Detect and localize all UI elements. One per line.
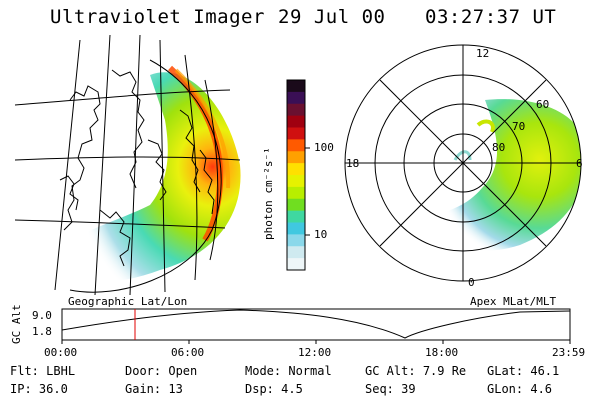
- time-label: 03:27:37 UT: [425, 6, 557, 28]
- status-door: Door: Open: [125, 364, 198, 378]
- status-gain: Gain: 13: [125, 382, 183, 396]
- geographic-caption: Geographic Lat/Lon: [68, 295, 188, 308]
- geographic-map: [14, 35, 241, 295]
- mlt-label-0: 0: [468, 276, 475, 289]
- colorbar-segment: [287, 186, 305, 200]
- mlt-label-12: 12: [476, 47, 490, 60]
- status-glat: GLat: 46.1: [487, 364, 560, 378]
- alt-ytick-1: 1.8: [32, 325, 52, 338]
- alt-ylabel: GC Alt: [10, 304, 23, 344]
- mlat-label-70: 70: [512, 120, 526, 133]
- colorbar-segment: [287, 234, 305, 247]
- status-dsp: Dsp: 4.5: [245, 382, 303, 396]
- alt-ytick-9: 9.0: [32, 309, 52, 322]
- colorbar-segment: [287, 222, 305, 235]
- colorbar-segment: [287, 115, 305, 128]
- date-label: 29 Jul 00: [278, 6, 386, 28]
- colorbar-segment: [287, 151, 305, 164]
- colorbar-segment: [287, 210, 305, 223]
- status-ip: IP: 36.0: [10, 382, 68, 396]
- colorbar-unit-label: photon cm⁻²s⁻¹: [262, 147, 275, 240]
- polar-plot: [344, 44, 582, 282]
- colorbar-segment: [287, 198, 305, 212]
- status-mode: Mode: Normal: [245, 364, 332, 378]
- colorbar-segment: [287, 127, 305, 140]
- colorbar-segment: [287, 91, 305, 105]
- instrument-title: Ultraviolet Imager: [50, 6, 265, 28]
- alt-xtick-1200: 12:00: [298, 346, 332, 359]
- colorbar-segment: [287, 80, 305, 93]
- colorbar-segment: [287, 163, 305, 176]
- mlt-label-6: 6: [576, 157, 583, 170]
- status-seq: Seq: 39: [365, 382, 416, 396]
- colorbar-tick-10: 10: [314, 228, 328, 241]
- colorbar-tick-100: 100: [314, 141, 334, 154]
- status-gc-alt: GC Alt: 7.9 Re: [365, 364, 467, 378]
- colorbar-segment: [287, 175, 305, 188]
- colorbar-segment: [287, 103, 305, 117]
- mlat-label-80: 80: [492, 141, 506, 154]
- alt-xtick-2359: 23:59: [552, 346, 586, 359]
- colorbar-segment: [287, 246, 305, 259]
- alt-xtick-0000: 00:00: [44, 346, 78, 359]
- alt-xtick-0600: 06:00: [171, 346, 205, 359]
- status-flt: Flt: LBHL: [10, 364, 76, 378]
- colorbar-segment: [287, 139, 305, 152]
- status-glon: GLon: 4.6: [487, 382, 553, 396]
- colorbar: [287, 80, 305, 271]
- colorbar-segment: [287, 258, 305, 271]
- mlt-label-18: 18: [346, 157, 360, 170]
- mlat-label-60: 60: [536, 98, 550, 111]
- altitude-plot: [61, 308, 571, 344]
- polar-caption: Apex MLat/MLT: [470, 295, 557, 308]
- alt-xtick-1800: 18:00: [425, 346, 459, 359]
